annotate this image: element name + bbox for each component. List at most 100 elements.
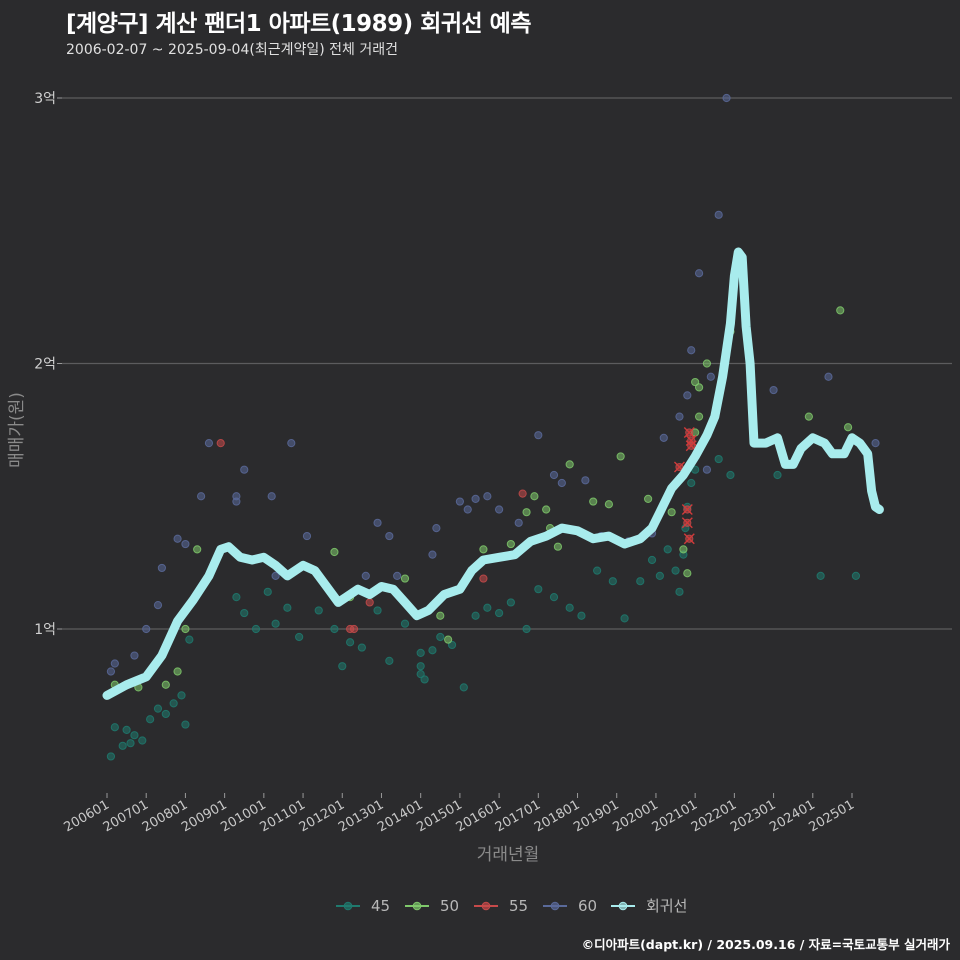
- legend-marker-2: [481, 901, 491, 911]
- point-50-15: [530, 492, 539, 501]
- point-60-21: [428, 550, 437, 559]
- point-50-4: [181, 624, 190, 634]
- point-45-62: [773, 470, 782, 480]
- point-50-35: [843, 423, 853, 432]
- point-60-5: [157, 563, 166, 573]
- point-45-38: [483, 603, 492, 612]
- point-55-2: [349, 624, 359, 634]
- point-60-15: [287, 439, 296, 448]
- legend-item-4: 회귀선: [611, 897, 687, 915]
- point-60-36: [659, 433, 668, 442]
- point-45-39: [495, 608, 504, 618]
- legend-marker-4: [618, 901, 628, 911]
- point-45-23: [338, 662, 347, 671]
- point-50-8: [400, 574, 410, 583]
- point-50-25: [679, 545, 688, 554]
- point-60-46: [824, 372, 833, 381]
- y-tick-label-0: 1억: [34, 622, 56, 638]
- point-60-31: [557, 478, 566, 488]
- legend-label-3: 60: [578, 897, 597, 915]
- point-60-2: [130, 651, 139, 660]
- point-60-11: [232, 492, 241, 501]
- point-45-17: [263, 587, 272, 596]
- point-45-10: [169, 699, 178, 708]
- point-60-43: [714, 210, 723, 219]
- point-50-13: [506, 539, 515, 549]
- point-45-50: [647, 555, 657, 565]
- x-tick-label-19: 202501: [807, 797, 857, 835]
- point-60-27: [495, 505, 504, 514]
- point-45-42: [534, 585, 543, 594]
- point-45-11: [177, 691, 186, 700]
- legend-item-2: 55: [474, 897, 528, 915]
- outlier-cross-2: [681, 517, 693, 529]
- point-45-54: [675, 587, 684, 596]
- legend-label-2: 55: [509, 897, 528, 915]
- point-45-60: [714, 454, 723, 464]
- point-45-14: [232, 593, 241, 602]
- chart-subtitle: 2006-02-07 ~ 2025-09-04(최근계약일) 전체 거래건: [66, 42, 398, 58]
- legend-item-3: 60: [543, 897, 597, 915]
- point-50-12: [479, 545, 488, 554]
- point-45-63: [816, 571, 825, 581]
- point-45-3: [122, 725, 131, 734]
- point-60-16: [302, 531, 312, 541]
- point-60-9: [204, 439, 214, 448]
- outlier-cross-1: [681, 504, 693, 516]
- point-45-16: [251, 624, 261, 634]
- point-45-29: [416, 648, 425, 657]
- point-50-16: [542, 505, 551, 514]
- point-45-61: [726, 470, 735, 480]
- point-45-41: [522, 624, 531, 634]
- point-60-42: [694, 269, 704, 278]
- point-45-35: [447, 640, 457, 650]
- point-60-30: [549, 470, 559, 480]
- point-50-31: [702, 359, 712, 368]
- point-60-17: [361, 571, 370, 581]
- point-45-45: [577, 611, 586, 620]
- point-45-7: [146, 715, 155, 724]
- point-60-0: [106, 667, 116, 676]
- scatter-points: [106, 93, 880, 761]
- point-60-44: [722, 93, 731, 103]
- point-60-14: [271, 571, 280, 581]
- legend: 45 50 55 60 회귀선: [336, 897, 687, 915]
- point-60-22: [432, 524, 441, 533]
- point-55-3: [365, 598, 374, 607]
- y-axis-ticks: 1억 2억 3억: [34, 91, 62, 638]
- point-45-30: [416, 662, 425, 671]
- point-45-20: [295, 632, 304, 642]
- point-50-24: [667, 508, 676, 517]
- point-55-0: [216, 439, 225, 448]
- regression-line-group: [102, 247, 884, 700]
- point-45-21: [314, 606, 323, 615]
- point-50-9: [436, 611, 445, 620]
- point-45-47: [608, 577, 617, 586]
- legend-marker-1: [412, 901, 422, 911]
- point-60-4: [153, 601, 163, 610]
- point-60-40: [706, 372, 715, 381]
- point-60-47: [871, 439, 880, 448]
- point-50-26: [683, 569, 692, 578]
- point-60-23: [455, 497, 464, 506]
- point-45-0: [106, 752, 116, 761]
- point-45-32: [420, 675, 429, 684]
- point-50-23: [644, 494, 653, 504]
- point-60-1: [110, 659, 119, 668]
- point-45-52: [663, 545, 672, 554]
- point-45-2: [118, 741, 127, 750]
- legend-label-0: 45: [371, 897, 390, 915]
- point-45-1: [110, 723, 119, 732]
- point-60-20: [393, 571, 402, 581]
- point-45-18: [271, 619, 280, 628]
- point-50-33: [804, 412, 813, 421]
- point-45-8: [153, 704, 163, 713]
- point-55-5: [518, 489, 527, 498]
- point-50-20: [589, 497, 598, 506]
- legend-item-1: 50: [405, 897, 459, 915]
- regression-line: [102, 247, 884, 700]
- point-60-28: [514, 518, 523, 527]
- point-50-34: [836, 306, 845, 315]
- point-45-40: [506, 598, 515, 607]
